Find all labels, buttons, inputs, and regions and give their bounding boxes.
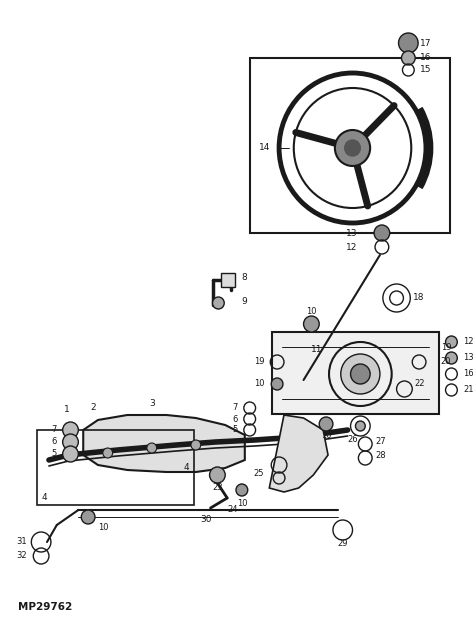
Circle shape xyxy=(351,364,370,384)
Polygon shape xyxy=(83,415,245,472)
Text: 10: 10 xyxy=(254,379,264,389)
Text: 10: 10 xyxy=(306,308,317,316)
Text: 2: 2 xyxy=(90,404,96,412)
Circle shape xyxy=(191,440,201,450)
Text: 32: 32 xyxy=(17,552,27,560)
Text: 24: 24 xyxy=(227,505,237,515)
Circle shape xyxy=(303,316,319,332)
Circle shape xyxy=(236,484,248,496)
Text: 21: 21 xyxy=(463,386,474,394)
Circle shape xyxy=(356,421,365,431)
Circle shape xyxy=(147,443,157,453)
Circle shape xyxy=(319,417,333,431)
Text: 15: 15 xyxy=(420,66,432,74)
Circle shape xyxy=(63,446,78,462)
Text: 10: 10 xyxy=(237,499,247,507)
Circle shape xyxy=(446,336,457,348)
Bar xyxy=(272,332,439,414)
Text: 5: 5 xyxy=(52,449,57,459)
Circle shape xyxy=(374,225,390,241)
Text: 6: 6 xyxy=(233,414,238,424)
Circle shape xyxy=(63,422,78,438)
Text: 27: 27 xyxy=(375,437,386,447)
Text: 7: 7 xyxy=(233,404,238,412)
Text: 4: 4 xyxy=(183,464,189,472)
Text: 1: 1 xyxy=(64,406,70,414)
Text: 19: 19 xyxy=(441,343,451,351)
Text: MP29762: MP29762 xyxy=(18,602,72,612)
Circle shape xyxy=(81,510,95,524)
Text: 16: 16 xyxy=(463,369,474,379)
Circle shape xyxy=(401,51,415,65)
Text: 12: 12 xyxy=(346,243,357,251)
Circle shape xyxy=(335,130,370,166)
Text: 7: 7 xyxy=(51,426,57,434)
Polygon shape xyxy=(269,415,328,492)
Text: 11: 11 xyxy=(311,346,323,354)
Text: 9: 9 xyxy=(241,296,246,306)
Circle shape xyxy=(271,378,283,390)
Text: 30: 30 xyxy=(200,515,211,525)
Text: 4: 4 xyxy=(41,494,47,502)
Text: 8: 8 xyxy=(241,273,246,281)
Text: 14: 14 xyxy=(258,144,270,152)
Circle shape xyxy=(212,297,224,309)
Text: 22: 22 xyxy=(414,379,425,389)
Circle shape xyxy=(399,33,418,53)
Text: 28: 28 xyxy=(375,452,386,461)
Circle shape xyxy=(210,467,225,483)
Text: 10: 10 xyxy=(98,522,109,532)
Text: 29: 29 xyxy=(337,539,348,547)
Text: 25: 25 xyxy=(254,469,264,477)
Text: 13: 13 xyxy=(463,354,474,363)
Circle shape xyxy=(103,448,113,458)
Text: 26: 26 xyxy=(347,434,358,444)
Text: 12: 12 xyxy=(463,338,474,346)
Text: 3: 3 xyxy=(149,399,155,409)
Bar xyxy=(37,430,194,505)
Text: 13: 13 xyxy=(346,228,357,238)
Text: 23: 23 xyxy=(212,484,223,492)
Text: 31: 31 xyxy=(17,537,27,547)
Text: 10: 10 xyxy=(321,432,331,441)
Circle shape xyxy=(345,140,360,156)
Circle shape xyxy=(63,434,78,450)
Circle shape xyxy=(446,352,457,364)
Bar xyxy=(250,58,450,233)
Circle shape xyxy=(341,354,380,394)
Text: 17: 17 xyxy=(420,39,432,47)
Text: 6: 6 xyxy=(51,437,57,447)
Text: 5: 5 xyxy=(233,426,238,434)
Polygon shape xyxy=(221,273,235,287)
Text: 16: 16 xyxy=(420,54,432,62)
Text: 19: 19 xyxy=(254,358,264,366)
Text: 18: 18 xyxy=(413,293,425,303)
Text: 20: 20 xyxy=(441,358,451,366)
